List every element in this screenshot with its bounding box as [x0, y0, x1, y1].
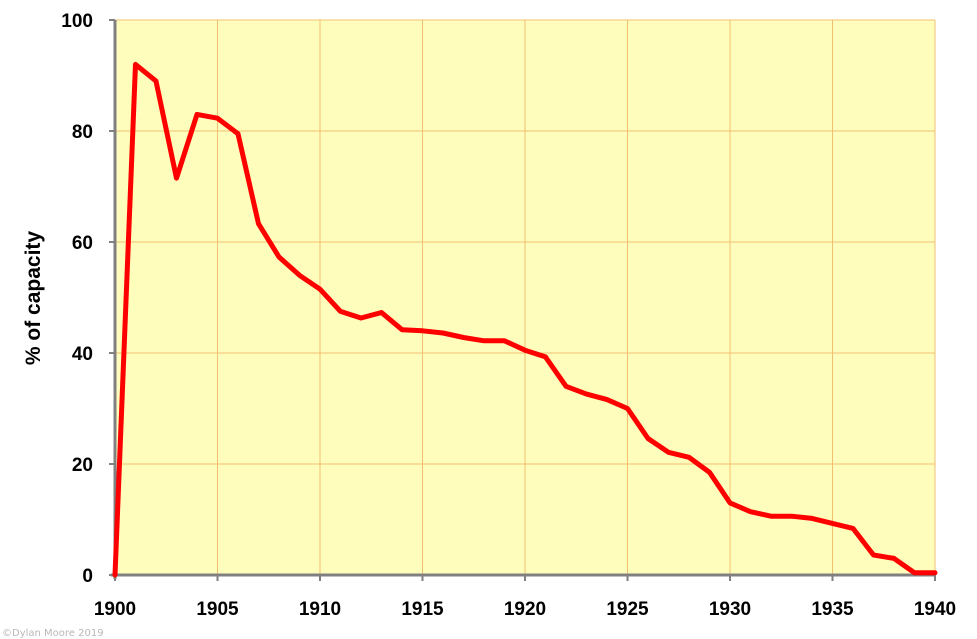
- x-tick-label-1905: 1905: [196, 599, 239, 620]
- x-tick-label-1940: 1940: [914, 599, 956, 620]
- tick-labels: 1900 1905 1910 1915 1920 1925 1930 1935 1940 0 20 4…: [61, 11, 956, 620]
- x-tick-label-1930: 1930: [709, 599, 751, 620]
- y-tick-label-20: 20: [72, 455, 93, 476]
- x-tick-label-1900: 1900: [94, 599, 136, 620]
- x-tick-label-1935: 1935: [811, 599, 854, 620]
- x-tick-label-1925: 1925: [606, 599, 649, 620]
- series-group: [112, 61, 938, 578]
- x-tick-label-1920: 1920: [504, 599, 546, 620]
- y-tick-label-0: 0: [82, 566, 93, 587]
- axes: [109, 19, 936, 581]
- series-line-0: [112, 61, 938, 578]
- copyright-credit: ©Dylan Moore 2019: [2, 628, 104, 639]
- y-tick-label-100: 100: [61, 11, 93, 32]
- y-tick-label-80: 80: [72, 122, 93, 143]
- x-tick-label-1915: 1915: [401, 599, 444, 620]
- y-axis-label: % of capacity: [22, 231, 45, 366]
- x-tick-label-1910: 1910: [299, 599, 341, 620]
- y-tick-label-60: 60: [72, 233, 93, 254]
- y-tick-label-40: 40: [72, 344, 93, 365]
